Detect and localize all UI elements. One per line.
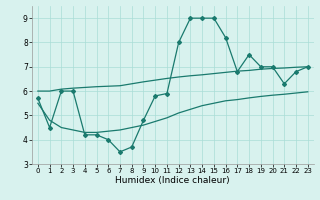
X-axis label: Humidex (Indice chaleur): Humidex (Indice chaleur) xyxy=(116,176,230,185)
